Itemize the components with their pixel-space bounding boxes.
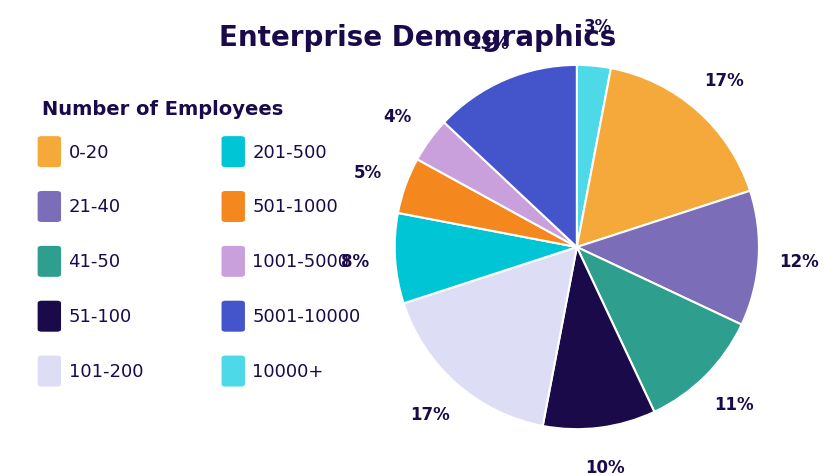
Text: 5001-10000: 5001-10000: [252, 307, 360, 326]
Text: Number of Employees: Number of Employees: [42, 100, 283, 119]
Wedge shape: [417, 123, 577, 248]
Text: 10%: 10%: [585, 458, 624, 476]
Text: 41-50: 41-50: [69, 253, 120, 271]
Text: 17%: 17%: [704, 72, 744, 90]
Wedge shape: [404, 248, 577, 426]
FancyBboxPatch shape: [222, 247, 245, 277]
Text: 51-100: 51-100: [69, 307, 132, 326]
Text: 12%: 12%: [778, 252, 818, 270]
Wedge shape: [577, 69, 750, 248]
FancyBboxPatch shape: [38, 356, 61, 387]
Text: 13%: 13%: [469, 35, 508, 53]
FancyBboxPatch shape: [38, 137, 61, 168]
Wedge shape: [398, 160, 577, 248]
FancyBboxPatch shape: [222, 301, 245, 332]
Text: 21-40: 21-40: [69, 198, 120, 216]
FancyBboxPatch shape: [222, 137, 245, 168]
FancyBboxPatch shape: [38, 191, 61, 223]
Wedge shape: [577, 248, 742, 412]
Wedge shape: [444, 66, 577, 248]
Text: 501-1000: 501-1000: [252, 198, 339, 216]
Text: 201-500: 201-500: [252, 143, 327, 161]
Wedge shape: [577, 191, 759, 325]
Text: 0-20: 0-20: [69, 143, 109, 161]
Text: 101-200: 101-200: [69, 362, 143, 380]
Wedge shape: [577, 66, 611, 248]
Wedge shape: [543, 248, 655, 429]
Text: 10000+: 10000+: [252, 362, 324, 380]
FancyBboxPatch shape: [38, 301, 61, 332]
Text: 1001-5000: 1001-5000: [252, 253, 349, 271]
Text: 17%: 17%: [410, 405, 450, 423]
Text: 4%: 4%: [383, 108, 411, 126]
Wedge shape: [395, 213, 577, 304]
Text: 5%: 5%: [354, 163, 382, 181]
Text: Enterprise Demographics: Enterprise Demographics: [219, 24, 617, 52]
FancyBboxPatch shape: [38, 247, 61, 277]
Text: 11%: 11%: [714, 396, 754, 413]
FancyBboxPatch shape: [222, 356, 245, 387]
Text: 8%: 8%: [341, 252, 370, 270]
Text: 3%: 3%: [584, 18, 612, 36]
FancyBboxPatch shape: [222, 191, 245, 223]
